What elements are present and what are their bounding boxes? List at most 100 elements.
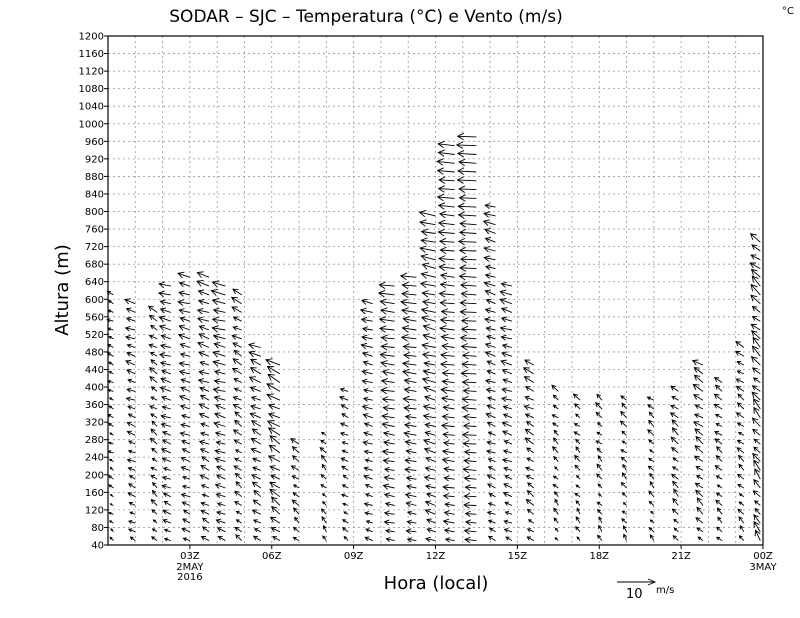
y-tick-label: 560 [85, 312, 104, 323]
wind-vector [231, 306, 242, 313]
wind-vector [713, 403, 723, 410]
wind-vector [648, 526, 655, 533]
wind-vector [212, 359, 226, 367]
wind-vector [670, 404, 679, 410]
wind-vector [464, 510, 477, 517]
wind-vector [247, 342, 261, 350]
wind-vector [483, 280, 496, 288]
wind-vector [738, 516, 745, 524]
wind-vector [423, 360, 436, 368]
wind-vector [127, 528, 136, 533]
wind-vector [178, 290, 190, 297]
wind-vector [233, 378, 242, 384]
wind-vector [484, 289, 496, 296]
wind-vector [361, 378, 373, 385]
wind-vector [697, 536, 704, 541]
wind-vector [361, 351, 373, 358]
wind-vector [552, 483, 559, 489]
wind-vector [214, 403, 226, 410]
wind-vector [234, 472, 243, 480]
wind-vector [129, 511, 136, 515]
wind-vector [380, 334, 395, 342]
wind-vector [574, 454, 581, 462]
wind-vector [596, 431, 603, 436]
wind-vector [736, 440, 745, 445]
wind-vector [696, 497, 704, 506]
wind-vector [320, 431, 327, 436]
wind-vector [436, 167, 455, 175]
wind-vector [461, 431, 477, 439]
wind-vector [401, 281, 417, 290]
wind-vector [150, 474, 158, 480]
wind-vector [128, 474, 136, 480]
wind-vector [424, 500, 436, 507]
wind-vector [269, 488, 281, 498]
wind-vector [232, 325, 242, 331]
wind-vector [126, 387, 136, 393]
wind-vector [499, 298, 513, 305]
wind-vector [179, 352, 191, 358]
wind-vector [341, 441, 349, 445]
wind-vector [487, 502, 496, 507]
wind-vector [270, 474, 281, 480]
wind-vector [554, 491, 559, 497]
y-tick-label: 80 [91, 523, 104, 534]
wind-vector [322, 501, 327, 506]
wind-vector [214, 483, 226, 489]
wind-vector [437, 149, 455, 157]
wind-vector [442, 484, 455, 491]
wind-vector [124, 298, 136, 305]
wind-vector [270, 496, 281, 506]
wind-vector [126, 351, 136, 357]
wind-vector [383, 475, 395, 482]
wind-vector [160, 447, 171, 454]
reference-vector: 10 m/s [617, 578, 674, 602]
wind-vector [320, 454, 327, 462]
wind-vector [693, 374, 704, 383]
wind-vector [343, 511, 349, 515]
wind-vector [150, 466, 158, 471]
wind-vector [267, 403, 281, 410]
wind-vector [620, 410, 627, 419]
wind-vector [151, 457, 158, 462]
wind-vector [250, 447, 261, 454]
wind-vector [290, 438, 300, 445]
wind-vector [738, 535, 745, 541]
wind-vector [739, 525, 745, 533]
wind-vector [671, 396, 679, 401]
wind-vector [340, 457, 349, 463]
wind-vector [484, 342, 496, 349]
y-tick-label: 960 [85, 137, 104, 148]
y-tick-label: 840 [85, 189, 104, 200]
wind-vector [575, 438, 581, 445]
wind-vector [484, 237, 496, 243]
wind-vector [404, 492, 417, 499]
wind-vector [108, 475, 114, 480]
wind-vector [456, 149, 477, 158]
wind-vector [575, 500, 581, 506]
wind-vector [553, 429, 559, 436]
wind-vector [381, 396, 395, 403]
wind-vector [459, 281, 477, 289]
wind-vector [754, 500, 761, 506]
wind-vector [125, 360, 136, 366]
wind-vector [551, 446, 559, 454]
wind-vector [248, 350, 261, 358]
wind-vector [425, 536, 436, 543]
wind-vector [670, 436, 679, 445]
x-tick-sublabel: 2MAY [176, 562, 204, 573]
wind-vector [526, 457, 535, 463]
wind-vector [736, 361, 745, 366]
wind-vector [200, 484, 210, 489]
wind-vector [715, 492, 723, 498]
wind-vector [672, 480, 679, 489]
wind-vector [211, 325, 226, 333]
wind-vector [149, 352, 158, 357]
wind-vector [750, 323, 761, 331]
wind-vector [442, 440, 455, 447]
wind-vector [459, 299, 477, 307]
wind-vector [178, 369, 191, 376]
wind-vector [420, 228, 436, 236]
wind-vector [647, 429, 655, 436]
y-tick-label: 360 [85, 400, 104, 411]
